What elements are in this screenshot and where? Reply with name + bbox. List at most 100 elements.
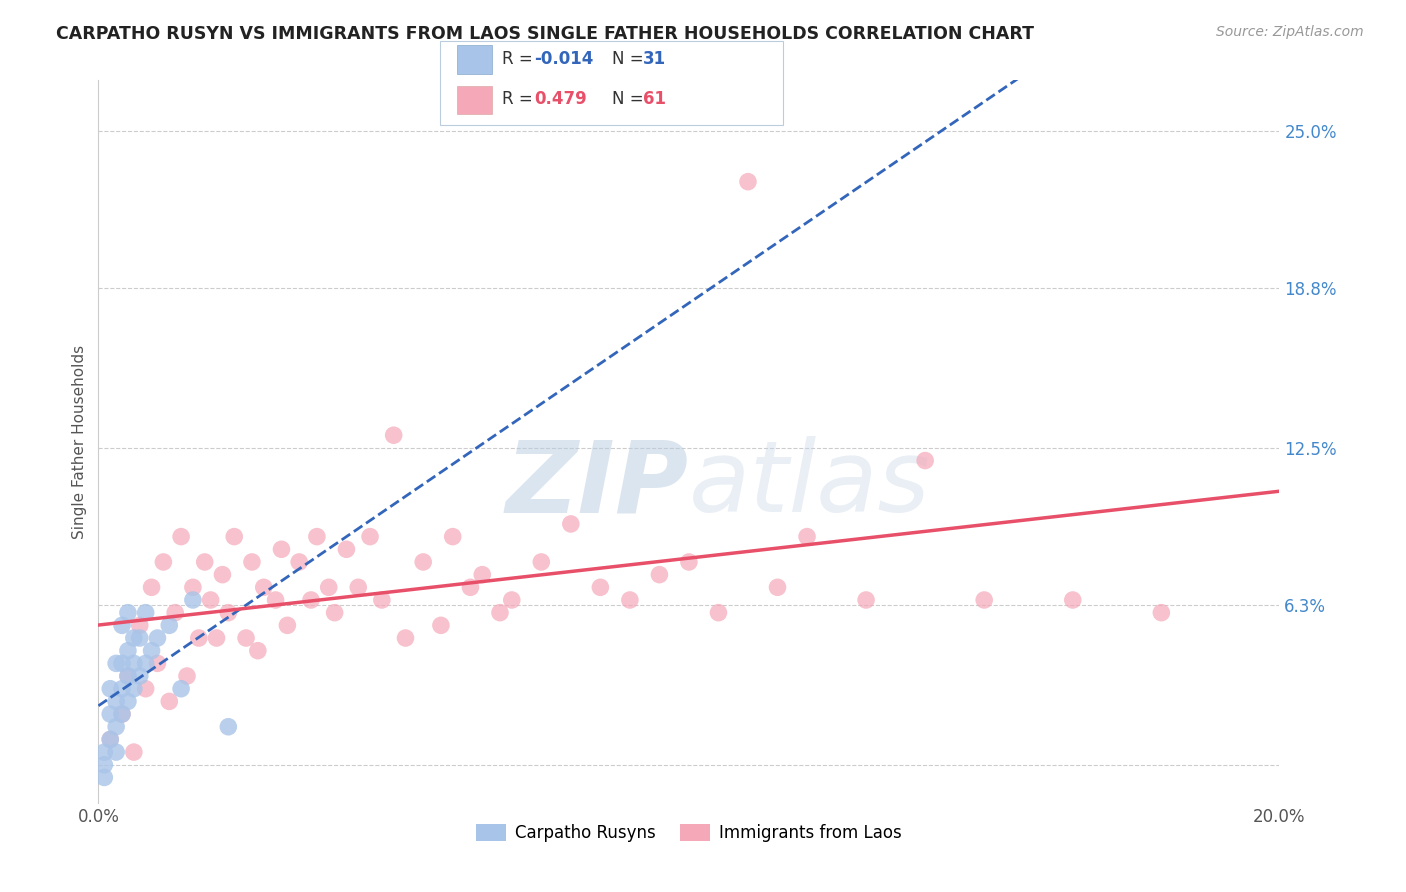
Point <box>253 580 276 594</box>
Point <box>288 555 311 569</box>
Point <box>122 745 145 759</box>
Point <box>318 580 340 594</box>
Point <box>460 580 482 594</box>
Point <box>98 707 121 722</box>
Point <box>1062 593 1084 607</box>
Point <box>117 694 139 708</box>
Point <box>766 580 789 594</box>
Point <box>141 643 163 657</box>
Point <box>323 606 346 620</box>
Point <box>200 593 222 607</box>
Point <box>382 428 405 442</box>
Point <box>105 745 128 759</box>
Point <box>217 606 239 620</box>
Text: N =: N = <box>612 90 648 108</box>
Point <box>105 720 128 734</box>
Point <box>224 530 246 544</box>
Point <box>122 657 145 671</box>
Point <box>430 618 453 632</box>
Legend: Carpatho Rusyns, Immigrants from Laos: Carpatho Rusyns, Immigrants from Laos <box>470 817 908 848</box>
Point <box>93 771 115 785</box>
Point <box>412 555 434 569</box>
Point <box>589 580 612 594</box>
Point <box>157 618 180 632</box>
Point <box>105 657 128 671</box>
Point <box>394 631 416 645</box>
Point <box>211 567 233 582</box>
Text: Source: ZipAtlas.com: Source: ZipAtlas.com <box>1216 25 1364 39</box>
Point <box>359 530 381 544</box>
Point <box>98 732 121 747</box>
Point <box>501 593 523 607</box>
Point <box>205 631 228 645</box>
Point <box>181 593 204 607</box>
Point <box>146 631 169 645</box>
Point <box>194 555 217 569</box>
Point <box>276 618 298 632</box>
Text: R =: R = <box>502 50 538 68</box>
Point <box>93 757 115 772</box>
Point <box>441 530 464 544</box>
Text: 0.479: 0.479 <box>534 90 588 108</box>
Point <box>105 694 128 708</box>
Text: N =: N = <box>612 50 648 68</box>
Point <box>128 669 150 683</box>
Point <box>111 707 134 722</box>
Point <box>796 530 818 544</box>
Point <box>170 681 193 696</box>
Point <box>176 669 198 683</box>
Point <box>128 618 150 632</box>
Point <box>111 681 134 696</box>
Point <box>122 681 145 696</box>
Point <box>305 530 328 544</box>
Point <box>117 669 139 683</box>
Point <box>270 542 292 557</box>
Point <box>240 555 263 569</box>
Point <box>648 567 671 582</box>
Point <box>117 606 139 620</box>
Text: -0.014: -0.014 <box>534 50 593 68</box>
Point <box>93 745 115 759</box>
Point <box>471 567 494 582</box>
Point <box>165 606 187 620</box>
Point <box>117 643 139 657</box>
Point <box>98 681 121 696</box>
Text: CARPATHO RUSYN VS IMMIGRANTS FROM LAOS SINGLE FATHER HOUSEHOLDS CORRELATION CHAR: CARPATHO RUSYN VS IMMIGRANTS FROM LAOS S… <box>56 25 1035 43</box>
Point <box>181 580 204 594</box>
Point <box>235 631 257 645</box>
Point <box>111 657 134 671</box>
Text: 61: 61 <box>643 90 665 108</box>
Point <box>117 669 139 683</box>
Point <box>619 593 641 607</box>
Point <box>371 593 394 607</box>
Point <box>347 580 370 594</box>
Point <box>707 606 730 620</box>
Point <box>122 631 145 645</box>
Point <box>678 555 700 569</box>
Point <box>530 555 553 569</box>
Point <box>135 681 157 696</box>
Point <box>157 694 180 708</box>
Point <box>152 555 174 569</box>
Point <box>299 593 322 607</box>
Text: ZIP: ZIP <box>506 436 689 533</box>
Y-axis label: Single Father Households: Single Father Households <box>72 344 87 539</box>
Point <box>914 453 936 467</box>
Point <box>560 516 582 531</box>
Text: 31: 31 <box>643 50 665 68</box>
Text: R =: R = <box>502 90 538 108</box>
Point <box>217 720 239 734</box>
Point <box>98 732 121 747</box>
Text: atlas: atlas <box>689 436 931 533</box>
Point <box>973 593 995 607</box>
Point <box>111 707 134 722</box>
Point <box>135 606 157 620</box>
Point <box>135 657 157 671</box>
Point <box>1150 606 1173 620</box>
Point <box>335 542 357 557</box>
Point <box>141 580 163 594</box>
Point <box>489 606 512 620</box>
Point <box>246 643 269 657</box>
Point <box>737 175 759 189</box>
Point <box>128 631 150 645</box>
